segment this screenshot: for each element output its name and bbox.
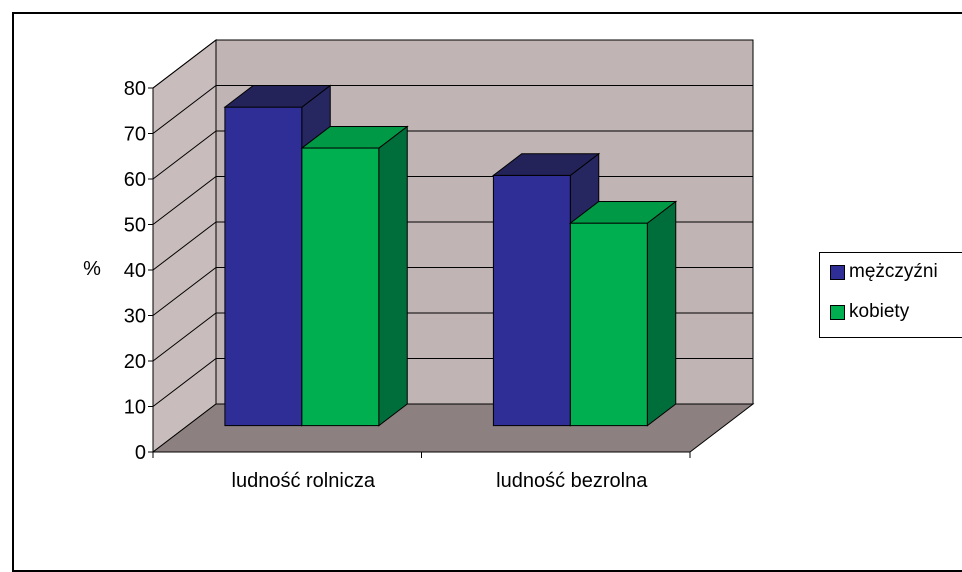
legend-item-women: kobiety bbox=[830, 301, 909, 323]
bar-front bbox=[224, 106, 303, 427]
legend-label-men: mężczyźni bbox=[849, 261, 938, 282]
bar-top bbox=[491, 153, 601, 176]
bar-side bbox=[378, 125, 408, 427]
y-tick-label: 70 bbox=[124, 124, 146, 146]
y-tick-label: 10 bbox=[124, 397, 146, 419]
y-tick-label: 30 bbox=[124, 306, 146, 328]
bars bbox=[223, 84, 678, 427]
bar-top bbox=[300, 125, 409, 149]
y-tick-label: 60 bbox=[124, 169, 146, 191]
bar-front bbox=[301, 147, 380, 427]
y-tick-label: 0 bbox=[135, 442, 146, 464]
legend: mężczyźni kobiety bbox=[819, 252, 962, 338]
y-axis-label: % bbox=[83, 258, 101, 280]
bar-top bbox=[568, 201, 678, 224]
y-axis bbox=[148, 87, 154, 453]
legend-swatch-men bbox=[830, 264, 845, 280]
y-tick-labels: 0 10 20 30 40 50 60 70 80 bbox=[124, 78, 146, 464]
legend-label-women: kobiety bbox=[849, 301, 910, 322]
x-tick-label: ludność rolnicza bbox=[232, 470, 376, 492]
gridline bbox=[152, 130, 753, 180]
y-tick-label: 40 bbox=[124, 260, 146, 282]
x-tick-labels: ludność rolnicza ludność bezrolna bbox=[232, 470, 649, 492]
bar-side bbox=[646, 200, 677, 427]
gridline bbox=[152, 39, 753, 89]
legend-item-men: mężczyźni bbox=[830, 261, 938, 283]
x-axis bbox=[152, 451, 691, 458]
bar-top bbox=[223, 85, 332, 108]
gridline bbox=[152, 85, 753, 134]
bar-front bbox=[492, 174, 571, 427]
y-tick-label: 80 bbox=[124, 78, 146, 100]
legend-swatch-women bbox=[830, 304, 845, 320]
x-tick-label: ludność bezrolna bbox=[496, 470, 648, 492]
y-tick-label: 50 bbox=[124, 215, 146, 237]
y-tick-label: 20 bbox=[124, 351, 146, 373]
bar-front bbox=[569, 222, 648, 427]
